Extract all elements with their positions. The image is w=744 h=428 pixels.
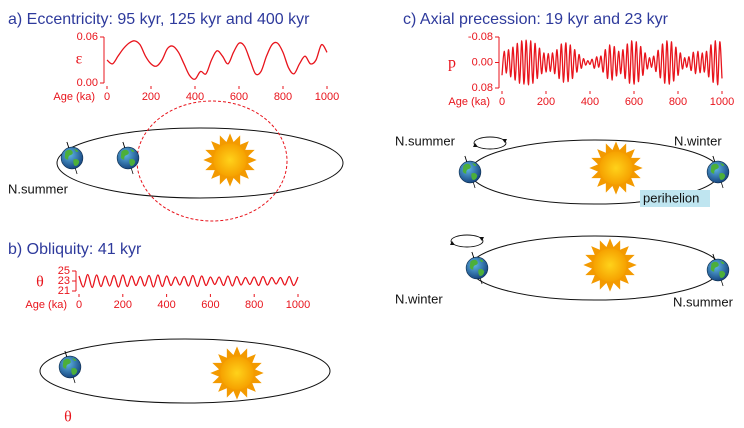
x-tick-label: 400	[186, 91, 204, 103]
perihelion-label: perihelion	[643, 190, 699, 205]
x-tick-label: 600	[230, 91, 248, 103]
x-tick-label: 800	[274, 91, 292, 103]
y-tick-label: 0.06	[77, 31, 98, 43]
x-tick-label: 200	[114, 299, 132, 311]
season-label: N.summer	[8, 181, 69, 196]
x-tick-label: 600	[201, 299, 219, 311]
x-tick-label: 800	[245, 299, 263, 311]
season-label: N.winter	[674, 133, 722, 148]
season-label: N.winter	[395, 291, 443, 306]
x-tick-label: 400	[157, 299, 175, 311]
y-axis-label: θ	[36, 274, 44, 291]
chart-title: a) Eccentricity: 95 kyr, 125 kyr and 400…	[8, 11, 310, 28]
tilt-label: θ	[64, 409, 72, 426]
x-tick-label: 0	[76, 299, 82, 311]
earth	[117, 142, 139, 174]
y-tick-label: -0.08	[468, 31, 493, 43]
rotation-arrow	[451, 235, 483, 247]
earth	[707, 254, 729, 286]
x-axis-label: Age (ka)	[25, 299, 67, 311]
y-axis-label: p	[448, 55, 456, 72]
y-tick-label: 0.08	[472, 82, 493, 94]
x-tick-label: 600	[625, 96, 643, 108]
x-axis-label: Age (ka)	[53, 91, 95, 103]
orbit	[40, 339, 330, 403]
orbit	[57, 128, 343, 198]
earth	[61, 142, 83, 174]
x-tick-label: 400	[581, 96, 599, 108]
x-tick-label: 0	[499, 96, 505, 108]
sun	[210, 346, 263, 399]
data-line	[502, 40, 722, 85]
y-axis-label: ε	[76, 51, 83, 68]
x-tick-label: 800	[669, 96, 687, 108]
y-tick-label: 25	[58, 265, 70, 277]
x-tick-label: 200	[142, 91, 160, 103]
chart-title: b) Obliquity: 41 kyr	[8, 241, 142, 258]
x-tick-label: 200	[537, 96, 555, 108]
figure: N.summer θ N.summer N.winter perihelion …	[0, 0, 744, 428]
x-axis-label: Age (ka)	[448, 96, 490, 108]
earth	[59, 351, 81, 383]
x-tick-label: 1000	[286, 299, 310, 311]
data-line	[107, 41, 327, 79]
x-tick-label: 0	[104, 91, 110, 103]
season-label: N.summer	[673, 294, 734, 309]
arrow-head	[450, 237, 484, 245]
sun	[583, 238, 636, 291]
data-line	[79, 274, 298, 287]
y-tick-label: 0.00	[472, 56, 493, 68]
chart-title: c) Axial precession: 19 kyr and 23 kyr	[403, 11, 669, 28]
arrow-head	[473, 139, 507, 147]
sun	[589, 141, 642, 194]
season-label: N.summer	[395, 133, 456, 148]
y-tick-label: 0.00	[77, 77, 98, 89]
x-tick-label: 1000	[315, 91, 339, 103]
x-tick-label: 1000	[710, 96, 734, 108]
sun	[203, 133, 256, 186]
rotation-arrow	[474, 137, 506, 149]
earth	[707, 156, 729, 188]
